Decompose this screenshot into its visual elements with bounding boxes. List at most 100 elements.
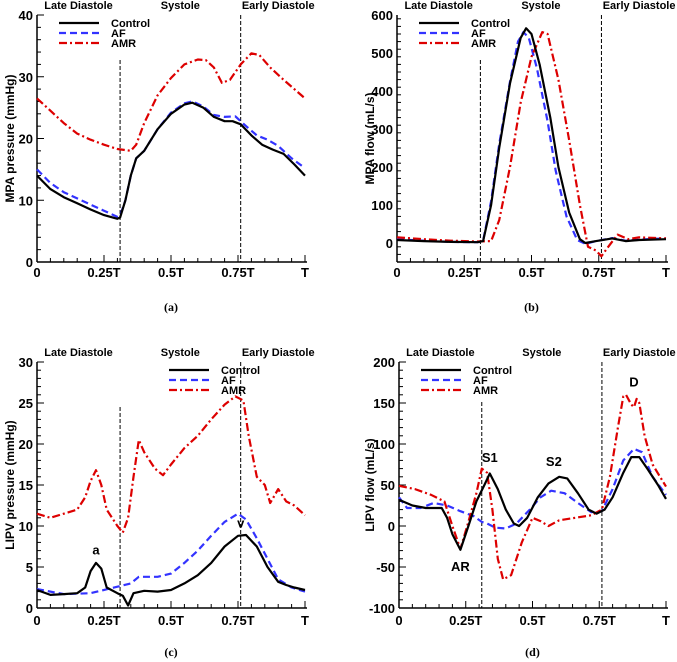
- series-line-control: [398, 456, 667, 551]
- y-axis-label: MPA flow (mL/s): [363, 93, 377, 185]
- phase-label: Early Diastole: [603, 0, 676, 12]
- y-tick-label: 300: [371, 122, 393, 137]
- x-tick-label: 0.5T: [158, 265, 184, 280]
- legend-label: AMR: [221, 385, 246, 397]
- series-line-control: [396, 27, 667, 245]
- phase-label: Systole: [161, 0, 200, 12]
- y-tick-label: 0: [26, 255, 33, 270]
- y-tick-label: 0: [386, 236, 393, 251]
- phase-label: Early Diastole: [242, 0, 315, 12]
- x-tick-label: 0: [393, 265, 400, 280]
- legend-label: AF: [473, 375, 488, 387]
- phase-label: Early Diastole: [603, 347, 676, 359]
- phase-label: Systole: [522, 347, 561, 359]
- y-tick-label: 100: [371, 198, 393, 213]
- x-tick-label: T: [662, 265, 670, 280]
- y-tick-label: 40: [19, 8, 33, 23]
- x-tick-label: 0.5T: [518, 265, 544, 280]
- y-tick-label: 500: [371, 46, 393, 61]
- x-tick-label: T: [662, 613, 670, 628]
- y-tick-label: 25: [19, 396, 33, 411]
- y-tick-label: 200: [371, 160, 393, 175]
- panel-caption: (c): [164, 645, 177, 659]
- x-tick-label: 0: [33, 613, 40, 628]
- y-tick-label: 50: [381, 478, 395, 493]
- phase-label: Late Diastole: [44, 0, 112, 12]
- legend-label: Control: [221, 365, 260, 377]
- y-axis-label: LIPV flow (mL/s): [363, 438, 377, 531]
- legend-label: Control: [473, 365, 512, 377]
- series-line-control: [36, 101, 306, 220]
- y-tick-label: -50: [376, 560, 395, 575]
- series-line-af: [398, 447, 667, 530]
- y-tick-label: 30: [19, 70, 33, 85]
- annotation-label: v: [237, 516, 245, 531]
- y-tick-label: 10: [19, 193, 33, 208]
- x-tick-label: 0: [395, 613, 402, 628]
- x-tick-label: 0.75T: [221, 613, 254, 628]
- x-tick-label: 0.5T: [158, 613, 184, 628]
- y-tick-label: 100: [373, 437, 395, 452]
- series-line-control: [36, 533, 306, 607]
- annotation-label: a: [92, 543, 100, 558]
- chart-panel-d: -100 -50 0 50 100 150 200 0 0.25T 0.5T 0.75T T LIPV …: [363, 347, 676, 659]
- x-tick-label: T: [301, 613, 309, 628]
- phase-label: Late Diastole: [404, 0, 472, 12]
- y-tick-label: 0: [26, 601, 33, 616]
- chart-panel-a: 0 10 20 30 40 0 0.25T 0.5T 0.75T T MPA pressure (m…: [3, 0, 315, 314]
- y-tick-label: -100: [369, 601, 395, 616]
- x-tick-label: 0.75T: [221, 265, 254, 280]
- y-tick-label: 20: [19, 437, 33, 452]
- panel-caption: (d): [525, 645, 540, 659]
- y-tick-label: 400: [371, 84, 393, 99]
- panel-caption: (a): [164, 300, 178, 314]
- phase-label: Early Diastole: [242, 347, 315, 359]
- y-tick-label: 15: [19, 478, 33, 493]
- x-tick-label: 0.25T: [87, 613, 120, 628]
- phase-label: Late Diastole: [406, 347, 474, 359]
- x-tick-label: 0: [33, 265, 40, 280]
- legend-label: AMR: [471, 38, 496, 50]
- x-tick-label: 0.5T: [519, 613, 545, 628]
- y-tick-label: 10: [19, 519, 33, 534]
- legend-label: Control: [471, 18, 510, 30]
- x-tick-label: 0.25T: [448, 265, 481, 280]
- y-tick-label: 600: [371, 8, 393, 23]
- y-tick-label: 30: [19, 355, 33, 370]
- y-tick-label: 20: [19, 132, 33, 147]
- annotation-label: AR: [451, 559, 470, 574]
- x-tick-label: T: [301, 265, 309, 280]
- annotation-label: D: [629, 375, 638, 390]
- y-tick-label: 5: [26, 560, 33, 575]
- x-tick-label: 0.75T: [582, 265, 615, 280]
- y-axis-label: MPA pressure (mmHg): [3, 74, 17, 202]
- legend-label: AMR: [111, 38, 136, 50]
- series-line-af: [36, 512, 306, 596]
- legend-label: AF: [221, 375, 236, 387]
- series-line-af: [396, 31, 667, 245]
- chart-panel-b: 0 100 200 300 400 500 600 0 0.25T 0.5T 0.75T T MPA f…: [363, 0, 675, 314]
- x-tick-label: 0.25T: [449, 613, 482, 628]
- phase-label: Late Diastole: [44, 347, 112, 359]
- legend-label: AMR: [473, 385, 498, 397]
- legend-label: Control: [111, 18, 150, 30]
- y-tick-label: 200: [373, 355, 395, 370]
- series-line-amr: [36, 52, 306, 152]
- y-tick-label: 150: [373, 396, 395, 411]
- legend-label: AF: [111, 28, 126, 40]
- y-tick-label: 0: [388, 519, 395, 534]
- panel-caption: (b): [524, 300, 539, 314]
- phase-label: Systole: [161, 347, 200, 359]
- series-line-amr: [36, 395, 306, 534]
- x-tick-label: 0.75T: [583, 613, 616, 628]
- annotation-label: S1: [482, 450, 498, 465]
- legend-label: AF: [471, 28, 486, 40]
- chart-panel-c: 0 5 10 15 20 25 30 0 0.25T 0.5T 0.75T T LIPV pressur…: [3, 347, 315, 659]
- phase-label: Systole: [521, 0, 560, 12]
- series-line-amr: [396, 31, 667, 258]
- series-line-af: [36, 100, 306, 218]
- y-axis-label: LIPV pressure (mmHg): [3, 420, 17, 549]
- annotation-label: S2: [546, 454, 562, 469]
- series-line-amr: [398, 393, 667, 581]
